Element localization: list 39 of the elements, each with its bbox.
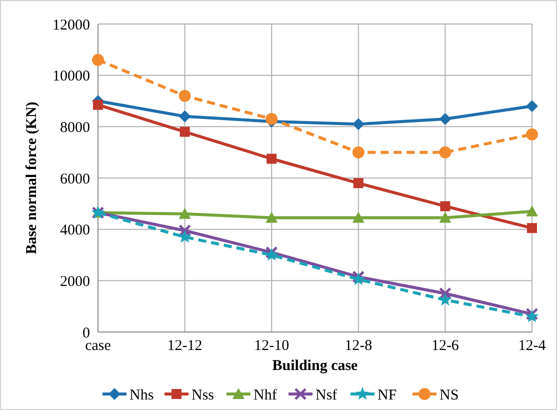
y-tick-label: 8000 [60,120,90,136]
y-tick-label: 12000 [52,17,90,34]
point [439,146,452,158]
legend-label: Nhf [254,387,277,404]
point [439,112,452,125]
point [180,126,190,137]
legend-label: NF [378,387,397,404]
x-tick-label: 12-10 [254,338,290,354]
y-tick-label: 4000 [60,222,90,239]
point [178,110,191,122]
y-axis-title: Base normal force (KN) [24,102,40,254]
x-tick-label: 12-4 [518,338,546,354]
point [178,90,191,102]
point [92,54,104,66]
point [178,208,191,219]
point [93,100,103,110]
point [526,128,538,140]
x-axis-title: Building case [272,358,358,374]
point [266,212,278,223]
point [352,146,364,158]
point [439,212,452,223]
y-tick-label: 10000 [52,68,90,85]
legend-label: Nsf [316,387,338,404]
point [266,154,277,164]
point [526,100,538,112]
x-tick-label: 12-12 [167,338,202,354]
legend-label: Nhs [130,387,154,404]
y-tick-label: 2000 [60,274,90,290]
point [527,223,537,234]
legend-label: NS [440,387,459,404]
x-tick-label: 12-6 [431,338,460,354]
point [353,178,364,188]
y-tick-label: 6000 [60,171,90,188]
legend-label: Nss [192,387,214,404]
point [352,118,364,130]
point [440,201,450,212]
x-tick-label: 12-8 [344,338,372,354]
point [352,212,364,223]
point [526,205,538,216]
